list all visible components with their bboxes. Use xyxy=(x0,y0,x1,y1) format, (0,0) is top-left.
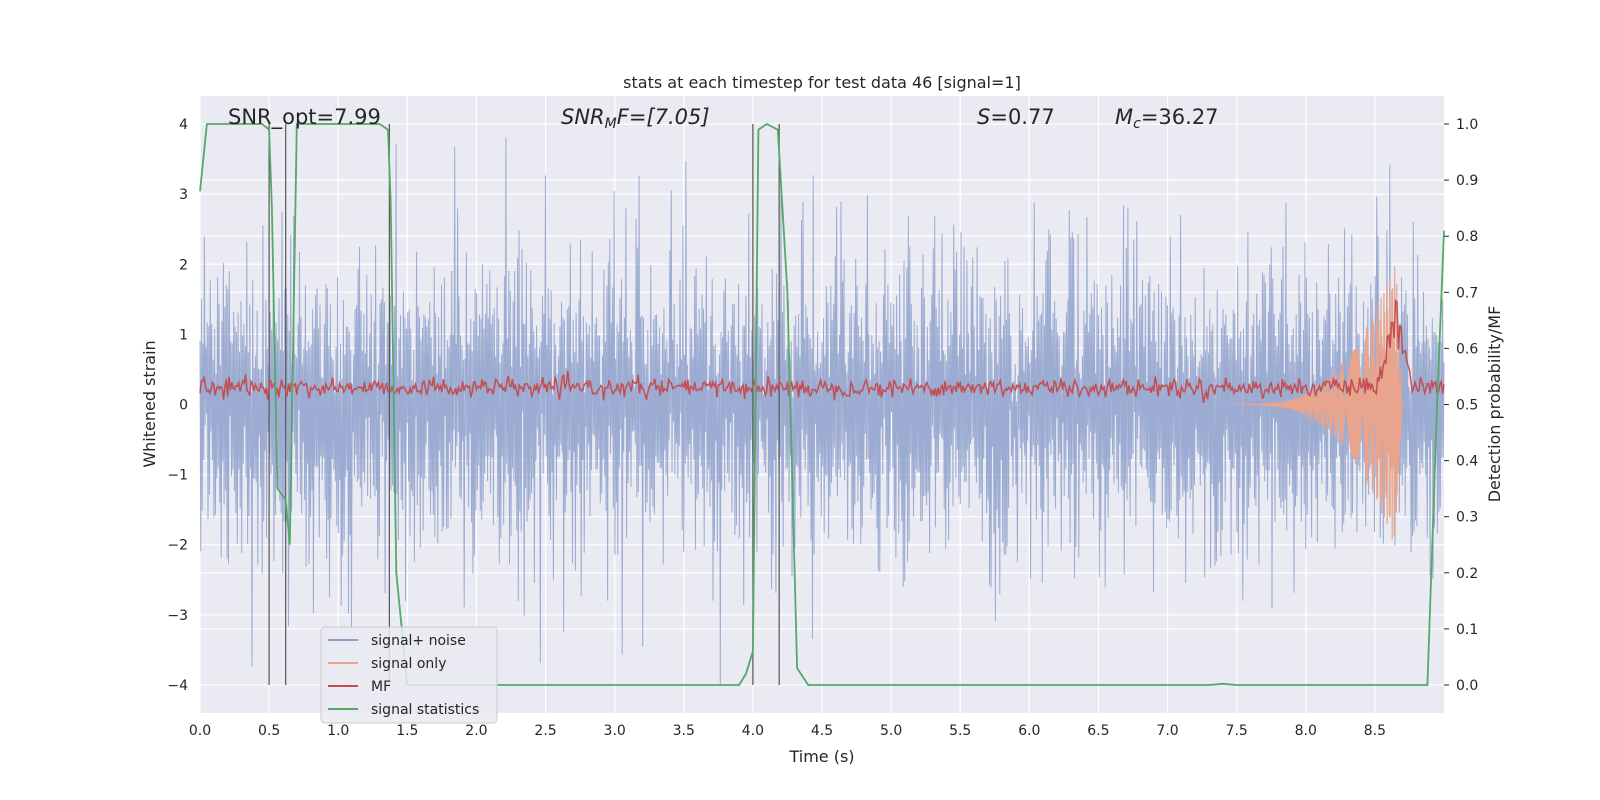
x-tick-label-1: 0.5 xyxy=(258,723,280,739)
annotation-s-rest: =0.77 xyxy=(990,105,1054,129)
x-tick-label-7: 3.5 xyxy=(673,723,695,739)
y-right-axis-ticks: 1.0 0.9 0.8 0.7 0.6 0.5 0.4 0.3 0.2 0.1 0.0 xyxy=(1444,117,1478,694)
x-axis-ticks: 0.0 0.5 1.0 1.5 2.0 2.5 3.0 3.5 4.0 4.5 5.0 5.5 6.0 6… xyxy=(189,723,1386,739)
annotation-mc: Mc=36.27 xyxy=(1115,105,1219,132)
signal-statistics-line xyxy=(199,122,1445,686)
y-right-tick-label-8: 0.2 xyxy=(1456,566,1478,582)
y-left-tick-label-6: −2 xyxy=(167,538,188,554)
y-right-axis-label: Detection probability/MF xyxy=(1485,306,1504,503)
signal-noise-line xyxy=(199,137,1445,686)
y-right-tick-label-7: 0.3 xyxy=(1456,510,1478,526)
y-right-tick-label-10: 0.0 xyxy=(1456,678,1478,694)
annotation-snr-opt: SNR_opt=7.99 xyxy=(228,105,381,130)
annotation-snr-mf-rest: F=[7.05] xyxy=(617,105,710,129)
y-left-tick-label-2: 2 xyxy=(179,257,188,273)
x-tick-label-14: 7.0 xyxy=(1156,723,1178,739)
annotation-snr-mf-sub: M xyxy=(605,116,617,132)
annotation-snr-mf: SNRMF=[7.05] xyxy=(561,105,710,132)
y-right-tick-label-3: 0.7 xyxy=(1456,285,1478,301)
x-tick-label-15: 7.5 xyxy=(1226,723,1248,739)
y-left-tick-label-7: −3 xyxy=(167,608,188,624)
y-left-tick-label-1: 3 xyxy=(179,187,188,203)
x-tick-label-13: 6.5 xyxy=(1087,723,1109,739)
x-tick-label-12: 6.0 xyxy=(1018,723,1040,739)
x-tick-label-0: 0.0 xyxy=(189,723,211,739)
x-axis-label: Time (s) xyxy=(788,747,854,766)
series-signal-statistics xyxy=(199,122,1445,686)
y-left-tick-label-5: −1 xyxy=(167,468,188,484)
y-left-axis-ticks: 4 3 2 1 0 −1 −2 −3 −4 xyxy=(167,117,188,694)
legend-label-signal-only: signal only xyxy=(371,656,446,672)
annotation-s-main: S xyxy=(977,105,990,129)
annotation-s: S=0.77 xyxy=(977,105,1055,129)
annotation-mc-sub: c xyxy=(1133,116,1141,132)
legend-label-signal-noise: signal+ noise xyxy=(371,633,466,649)
x-tick-label-17: 8.5 xyxy=(1364,723,1386,739)
legend: signal+ noise signal only MF signal stat… xyxy=(320,626,498,724)
x-tick-label-5: 2.5 xyxy=(534,723,556,739)
x-tick-label-11: 5.5 xyxy=(949,723,971,739)
y-right-tick-label-6: 0.4 xyxy=(1456,454,1478,470)
annotation-snr-mf-main: SNR xyxy=(561,105,605,129)
series-mf xyxy=(199,298,1445,404)
x-tick-label-16: 8.0 xyxy=(1295,723,1317,739)
mf-line xyxy=(199,298,1445,404)
annotation-mc-rest: =36.27 xyxy=(1141,105,1219,129)
x-tick-label-4: 2.0 xyxy=(465,723,487,739)
legend-label-mf: MF xyxy=(371,679,391,695)
y-left-tick-label-4: 0 xyxy=(179,398,188,414)
y-right-tick-label-4: 0.6 xyxy=(1456,341,1478,357)
x-tick-label-8: 4.0 xyxy=(742,723,764,739)
y-right-tick-label-1: 0.9 xyxy=(1456,173,1478,189)
y-right-tick-label-0: 1.0 xyxy=(1456,117,1478,133)
x-tick-label-2: 1.0 xyxy=(327,723,349,739)
y-left-axis-label: Whitened strain xyxy=(140,340,159,467)
series-signal-only xyxy=(1236,266,1404,540)
y-right-tick-label-2: 0.8 xyxy=(1456,229,1478,245)
x-tick-label-10: 5.0 xyxy=(880,723,902,739)
legend-box xyxy=(320,626,498,724)
y-left-tick-label-3: 1 xyxy=(179,327,188,343)
x-tick-label-6: 3.0 xyxy=(604,723,626,739)
y-left-tick-label-8: −4 xyxy=(167,678,188,694)
chart-title: stats at each timestep for test data 46 … xyxy=(623,73,1021,92)
series-signal-noise xyxy=(199,137,1445,686)
x-tick-label-3: 1.5 xyxy=(396,723,418,739)
legend-label-signal-statistics: signal statistics xyxy=(371,702,479,718)
y-right-tick-label-9: 0.1 xyxy=(1456,622,1478,638)
y-right-tick-label-5: 0.5 xyxy=(1456,398,1478,414)
signal-only-line xyxy=(1236,266,1404,540)
y-left-tick-label-0: 4 xyxy=(179,117,188,133)
x-tick-label-9: 4.5 xyxy=(811,723,833,739)
annotation-mc-main: M xyxy=(1115,105,1133,129)
